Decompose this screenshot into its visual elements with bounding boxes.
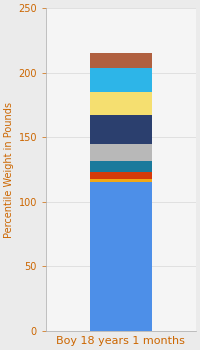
Bar — [90, 68, 152, 92]
Bar — [90, 178, 152, 182]
Bar — [90, 182, 152, 331]
Bar — [90, 172, 152, 178]
Bar — [90, 161, 152, 172]
Bar — [90, 92, 152, 116]
Y-axis label: Percentile Weight in Pounds: Percentile Weight in Pounds — [4, 102, 14, 238]
Bar — [90, 144, 152, 161]
Bar — [90, 53, 152, 68]
Bar — [90, 116, 152, 144]
